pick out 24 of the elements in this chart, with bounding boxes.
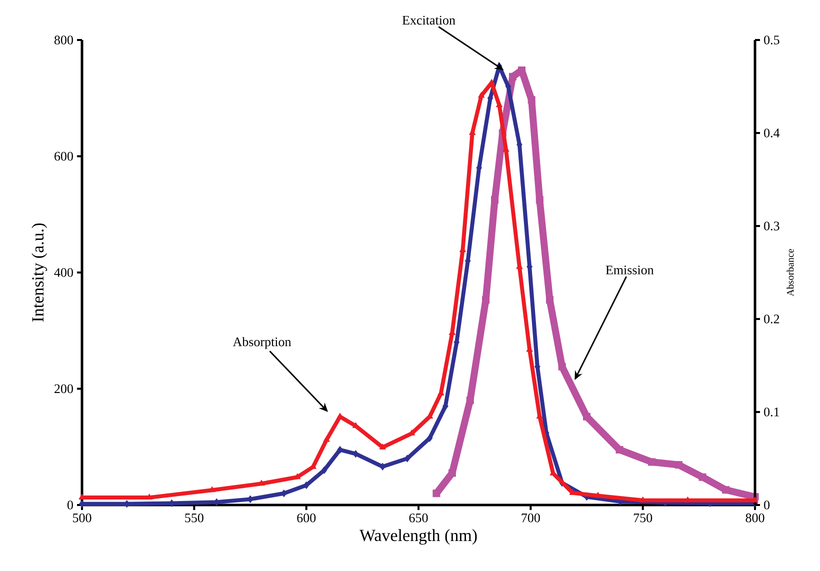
x-tick-label: 700 bbox=[522, 514, 540, 522]
y2-tick-label: 0.2 bbox=[764, 314, 780, 324]
x-tick-label: 600 bbox=[297, 514, 316, 522]
y-tick-label: 0 bbox=[67, 500, 73, 510]
y2-tick-label: 0.1 bbox=[764, 408, 780, 416]
y2-tick-label: 0 bbox=[764, 500, 770, 510]
y-tick-label: 600 bbox=[54, 152, 73, 161]
x-tick-label: 650 bbox=[409, 514, 428, 522]
y-tick-label: 400 bbox=[54, 268, 73, 277]
x-axis-title: Wavelength (nm) bbox=[359, 529, 477, 545]
x-tick-label: 550 bbox=[185, 514, 204, 522]
y2-axis-title: Absorbance bbox=[786, 248, 794, 296]
annotation: Excitation bbox=[402, 16, 456, 25]
y2-tick-label: 0.4 bbox=[764, 128, 780, 138]
y-tick-label: 200 bbox=[54, 384, 73, 394]
x-tick-label: 800 bbox=[746, 514, 764, 522]
annotation: Absorption bbox=[232, 337, 292, 349]
annotation: Emission bbox=[606, 266, 654, 274]
y2-tick-label: 0.5 bbox=[764, 36, 780, 44]
x-tick-label: 500 bbox=[73, 514, 92, 522]
x-tick-label: 750 bbox=[634, 514, 652, 522]
y-axis-title: Intensity (a.u.) bbox=[32, 223, 48, 322]
y2-tick-label: 0.3 bbox=[764, 222, 780, 230]
y-tick-label: 800 bbox=[54, 36, 73, 44]
